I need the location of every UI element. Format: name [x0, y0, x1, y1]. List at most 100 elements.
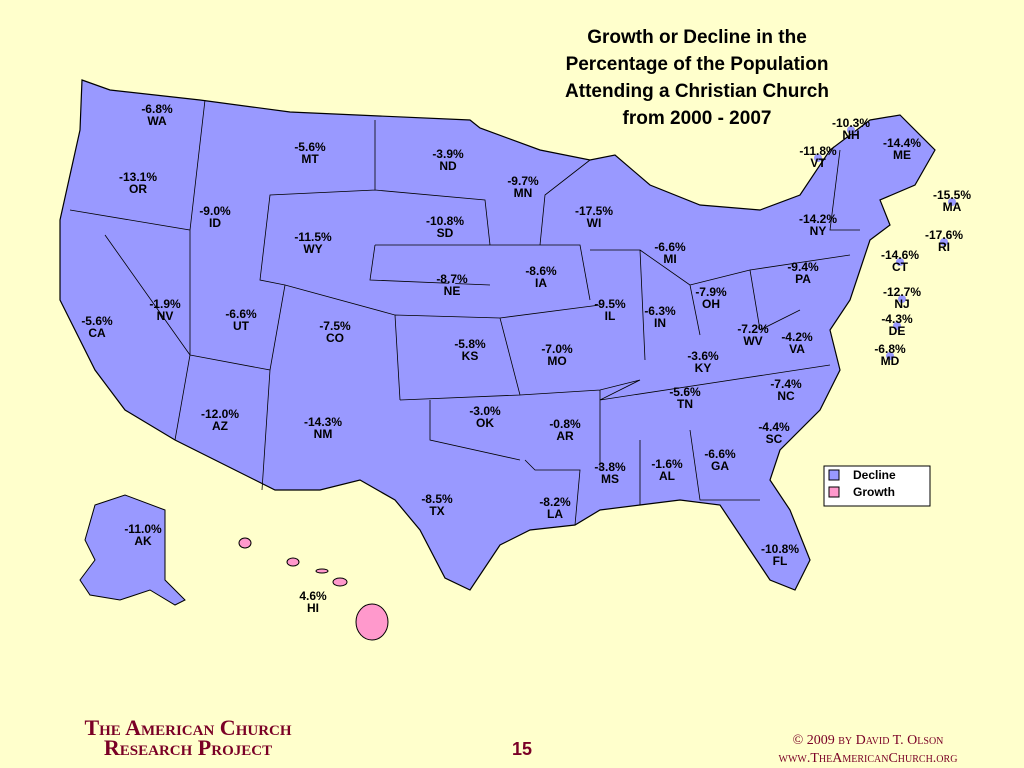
- state-value: -3.8%: [594, 460, 626, 474]
- state-value: 4.6%: [299, 589, 327, 603]
- state-abbr: TX: [429, 504, 444, 518]
- state-borders: [69, 99, 860, 526]
- state-value: -5.6%: [669, 385, 701, 399]
- state-value: -6.6%: [704, 447, 736, 461]
- state-value: -7.0%: [541, 342, 573, 356]
- state-abbr: DE: [889, 324, 906, 338]
- website: www.TheAmericanChurch.org: [779, 751, 958, 766]
- state-value: -11.8%: [799, 144, 837, 158]
- state-value: -15.5%: [933, 188, 971, 202]
- legend-swatch: [828, 486, 840, 498]
- state-abbr: SC: [766, 432, 783, 446]
- state-shape: [319, 425, 327, 433]
- state-abbr: WY: [303, 242, 322, 256]
- state-shape: [481, 414, 489, 422]
- state-shape: [898, 295, 906, 303]
- title-line: Attending a Christian Church: [565, 81, 829, 102]
- state-value: -17.5%: [575, 204, 613, 218]
- state-shape: [161, 307, 169, 315]
- alaska-outline: [79, 494, 186, 606]
- page-number: 15: [512, 739, 532, 759]
- state-shape: [355, 603, 389, 641]
- state-shape: [211, 214, 219, 222]
- state-value: -1.9%: [149, 297, 181, 311]
- state-value: -13.1%: [119, 170, 157, 184]
- state-shape: [315, 568, 329, 574]
- state-value: -0.8%: [549, 417, 581, 431]
- state-value: -3.0%: [469, 404, 501, 418]
- state-shape: [153, 112, 161, 120]
- state-abbr: ID: [209, 216, 221, 230]
- state-abbr: TN: [677, 397, 693, 411]
- state-shape: [776, 552, 784, 560]
- state-value: -8.7%: [436, 272, 468, 286]
- state-shape: [681, 395, 689, 403]
- state-shape: [606, 307, 614, 315]
- state-shape: [433, 502, 441, 510]
- state-value: -10.3%: [832, 116, 870, 130]
- state-value: -9.0%: [199, 204, 231, 218]
- state-shape: [441, 224, 449, 232]
- state-abbr: VA: [789, 342, 805, 356]
- copyright: © 2009 by David T. Olson: [793, 733, 944, 748]
- state-value: -6.6%: [225, 307, 257, 321]
- state-value: -5.6%: [294, 140, 326, 154]
- state-value: -7.5%: [319, 319, 351, 333]
- state-abbr: WA: [147, 114, 167, 128]
- state-abbr: OH: [702, 297, 720, 311]
- state-value: -11.0%: [124, 522, 162, 536]
- state-abbr: MA: [943, 200, 962, 214]
- state-value: -6.8%: [141, 102, 173, 116]
- state-shape: [948, 198, 956, 206]
- state-abbr: IL: [605, 309, 616, 323]
- state-value: -9.5%: [594, 297, 626, 311]
- state-abbr: MS: [601, 472, 619, 486]
- state-value: -14.6%: [881, 248, 919, 262]
- state-abbr: OK: [476, 416, 494, 430]
- state-shape: [606, 470, 614, 478]
- state-value: -12.0%: [201, 407, 239, 421]
- state-shape: [814, 222, 822, 230]
- state-shape: [537, 274, 545, 282]
- state-abbr: NM: [314, 427, 333, 441]
- state-value: -7.9%: [695, 285, 727, 299]
- state-value: -3.6%: [687, 349, 719, 363]
- state-shape: [139, 532, 147, 540]
- state-abbr: RI: [938, 240, 950, 254]
- states: -6.8%WA-13.1%OR-5.6%CA-1.9%NV-9.0%ID-5.6…: [81, 102, 971, 641]
- state-abbr: NV: [157, 309, 174, 323]
- state-abbr: LA: [547, 507, 563, 521]
- legend: Decline Growth: [823, 465, 931, 507]
- state-abbr: CA: [88, 326, 106, 340]
- org-name-line1: The American Church: [84, 715, 291, 740]
- state-shape: [309, 240, 317, 248]
- state-shape: [666, 250, 674, 258]
- state-abbr: NJ: [894, 297, 909, 311]
- state-shape: [940, 238, 948, 246]
- state-shape: [782, 387, 790, 395]
- state-abbr: NY: [810, 224, 827, 238]
- state-abbr: CT: [892, 260, 909, 274]
- state-shape: [847, 126, 855, 134]
- state-shape: [893, 322, 901, 330]
- state-shape: [590, 214, 598, 222]
- state-shape: [93, 324, 101, 332]
- state-value: -4.2%: [781, 330, 813, 344]
- state-shape: [770, 430, 778, 438]
- title-line: Growth or Decline in the: [587, 27, 807, 48]
- legend-box: [823, 465, 931, 507]
- state-value: -14.4%: [883, 136, 921, 150]
- state-shape: [663, 467, 671, 475]
- us-outline: [59, 79, 936, 591]
- state-shape: [793, 340, 801, 348]
- state-value: -14.3%: [304, 415, 342, 429]
- state-value: -7.4%: [770, 377, 802, 391]
- state-value: -10.8%: [426, 214, 464, 228]
- state-abbr: HI: [307, 601, 319, 615]
- state-value: -5.8%: [454, 337, 486, 351]
- state-value: -17.6%: [925, 228, 963, 242]
- state-value: -5.6%: [81, 314, 113, 328]
- state-abbr: PA: [795, 272, 811, 286]
- state-value: -9.7%: [507, 174, 539, 188]
